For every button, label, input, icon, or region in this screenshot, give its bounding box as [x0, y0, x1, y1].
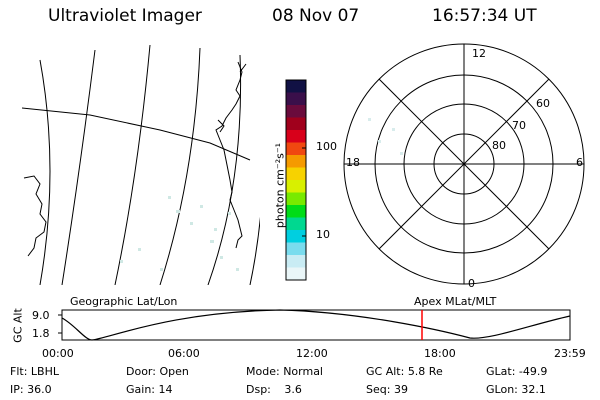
colorbar-segment — [286, 180, 306, 193]
longitude-line — [207, 54, 242, 285]
polar-plot — [343, 43, 585, 285]
info-label: IP: — [10, 383, 24, 396]
longitude-line — [39, 59, 51, 285]
colorbar-frame — [285, 79, 307, 281]
colorbar-segment — [286, 92, 306, 106]
colorbar-segment — [286, 167, 306, 181]
altitude-xtick: 23:59 — [554, 347, 586, 360]
info-value: 32.1 — [521, 383, 546, 396]
aurora-specks — [120, 196, 239, 271]
coastline — [217, 63, 247, 133]
longitude-line — [61, 49, 96, 285]
colorbar-segment — [286, 217, 306, 231]
altitude-ytick: 1.8 — [32, 327, 50, 340]
info-value: -49.9 — [518, 365, 548, 378]
info-value: 36.0 — [27, 383, 52, 396]
altitude-ytick: 9.0 — [32, 309, 50, 322]
colorbar-segment — [286, 130, 306, 143]
info-value: Normal — [283, 365, 323, 378]
coastline — [215, 61, 243, 249]
altitude-xtick: 06:00 — [168, 347, 200, 360]
colorbar-segment — [286, 242, 306, 256]
info-label: GLon: — [486, 383, 518, 396]
geographic-label: Geographic Lat/Lon — [70, 295, 178, 308]
geographic-map — [22, 44, 260, 285]
time-readout: 16:57:34 UT — [432, 6, 537, 26]
colorbar-segment — [286, 80, 306, 93]
info-value: 3.6 — [284, 383, 302, 396]
mlat-label: 70 — [512, 119, 526, 132]
info-label: Door: — [126, 365, 156, 378]
mlt-label-dawn: 6 — [576, 156, 583, 169]
info-value: 39 — [393, 383, 408, 396]
colorbar-unit-label: photon cm⁻²s⁻¹ — [273, 142, 287, 229]
colorbar-segment — [286, 142, 306, 156]
polar-axis — [378, 78, 550, 250]
colorbar-segment — [286, 267, 306, 281]
colorbar-segment — [286, 117, 306, 131]
colorbar-tick-label: 10 — [316, 228, 330, 241]
altitude-plot — [58, 309, 571, 341]
info-label: GLat: — [486, 365, 516, 378]
date-readout: 08 Nov 07 — [272, 6, 360, 26]
info-value: Open — [159, 365, 189, 378]
colorbar-segment — [286, 192, 306, 206]
info-value: 5.8 Re — [407, 365, 443, 378]
info-value: LBHL — [30, 365, 59, 378]
mlt-label-midnight: 0 — [468, 277, 475, 290]
altitude-xtick: 00:00 — [42, 347, 74, 360]
altitude-curve — [61, 309, 571, 341]
colorbar-segment — [286, 155, 306, 168]
colorbar-segment — [286, 105, 306, 118]
apex-label: Apex MLat/MLT — [414, 295, 497, 308]
altitude-xtick: 12:00 — [296, 347, 328, 360]
aurora-specks — [368, 118, 403, 155]
longitude-line — [114, 44, 151, 285]
mlat-label: 80 — [492, 139, 506, 152]
coastline — [23, 175, 47, 257]
info-label: GC Alt: — [366, 365, 405, 378]
colorbar — [285, 79, 307, 281]
altitude-xtick: 18:00 — [424, 347, 456, 360]
app-title: Ultraviolet Imager — [48, 6, 202, 26]
mlat-label: 60 — [536, 97, 550, 110]
info-value: 14 — [158, 383, 173, 396]
mlt-label-dusk: 18 — [346, 156, 360, 169]
mlt-label-noon: 12 — [472, 47, 486, 60]
longitude-line — [159, 47, 201, 285]
colorbar-segment — [286, 255, 306, 268]
info-label: Mode: — [246, 365, 280, 378]
altitude-plot-frame — [61, 309, 571, 341]
latitude-line — [22, 107, 251, 161]
longitude-line — [249, 216, 260, 285]
colorbar-tick-label: 100 — [316, 140, 337, 153]
altitude-ylabel: GC Alt — [11, 308, 25, 343]
info-label: Dsp: — [246, 383, 271, 396]
colorbar-segment — [286, 205, 306, 218]
info-label: Seq: — [366, 383, 391, 396]
info-label: Flt: — [10, 365, 28, 378]
colorbar-segment — [286, 230, 306, 243]
info-label: Gain: — [126, 383, 155, 396]
